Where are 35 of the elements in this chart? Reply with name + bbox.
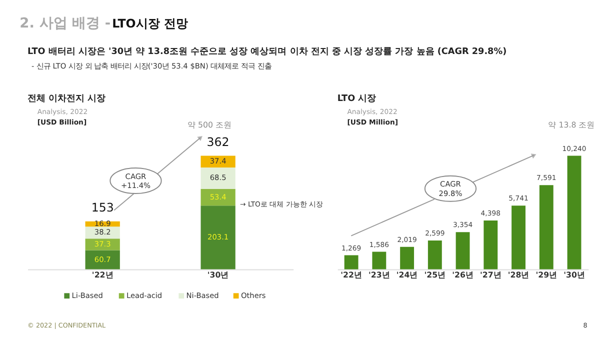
total-label: 362 [206,134,230,149]
chart-title: 전체 이차전지 시장 [28,94,106,104]
x-tick-label: '23년 [368,270,390,280]
bar [567,156,582,270]
text: 2. 사업 배경 - [20,15,111,32]
text: LTO 배터리 시장은 '30년 약 13.8조원 수준으로 성장 예상되며 이차 전지 중 시장 성장률 가장 높음 (CAGR 29.8%) [28,46,507,57]
bar [428,240,442,270]
bar [512,206,526,270]
x-tick-label: '27년 [480,270,502,280]
x-tick-label: '24년 [396,270,418,280]
x-tick-label: '22년 [340,270,362,280]
bar [344,255,358,270]
x-tick-label: '26년 [452,270,474,280]
x-tick-label: '30년 [564,270,585,280]
bar [484,220,498,270]
bar [200,188,236,206]
x-tick-label: '28년 [508,270,530,280]
bar [200,156,236,168]
bar [85,250,120,270]
chart-title: LTO 시장 [337,94,376,104]
total-label: 153 [91,200,114,214]
bar [400,246,414,270]
bar [85,238,120,250]
x-tick-label: '29년 [536,270,558,280]
text: LTO시장 전망 [112,16,188,30]
bar [200,206,236,270]
text: 약 500 조원 [188,120,232,130]
bar [200,167,236,189]
bar [372,252,386,270]
bar [456,232,470,270]
x-tick-label: '30년 [207,270,229,280]
x-tick-label: '22년 [92,270,114,280]
text: 약 13.8 조원 [548,120,595,130]
bar [539,185,554,270]
x-tick-label: '25년 [424,270,446,280]
